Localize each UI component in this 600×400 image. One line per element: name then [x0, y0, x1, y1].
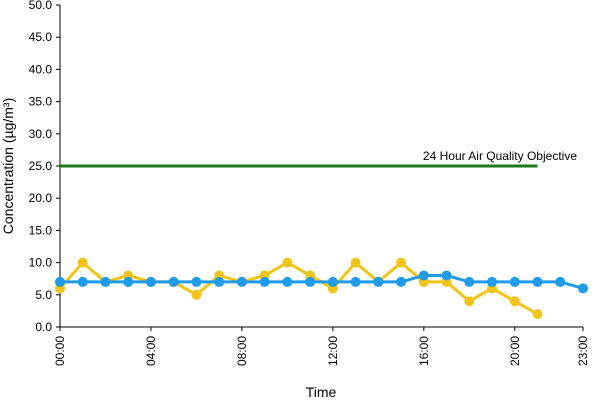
data-point: [55, 276, 65, 287]
y-tick-label: 0.0: [35, 320, 52, 334]
data-point: [145, 276, 156, 287]
data-point: [509, 296, 520, 307]
data-point: [123, 276, 134, 287]
series-group: [55, 257, 588, 320]
data-point: [555, 276, 566, 287]
data-point: [396, 276, 407, 287]
y-tick-label: 40.0: [29, 62, 53, 76]
data-point: [259, 276, 270, 287]
x-axis-title: Time: [306, 384, 337, 400]
data-point: [282, 276, 293, 287]
objective-label: 24 Hour Air Quality Objective: [423, 149, 577, 163]
x-tick-label: 08:00: [235, 336, 249, 366]
x-tick-label: 16:00: [417, 336, 431, 366]
data-point: [350, 257, 361, 268]
data-point: [441, 270, 452, 281]
y-tick-label: 15.0: [29, 223, 53, 237]
y-tick-label: 45.0: [29, 30, 53, 44]
data-point: [236, 276, 247, 287]
data-point: [191, 289, 202, 300]
y-axis-ticks: 0.0 5.0 10.0 15.0 20.0 25.0 30.0 35.0 40.0 45.0 50…: [29, 0, 60, 334]
x-tick-label: 04:00: [144, 336, 158, 366]
data-point: [191, 276, 202, 287]
y-tick-label: 35.0: [29, 95, 53, 109]
data-point: [532, 276, 543, 287]
data-point: [327, 276, 338, 287]
x-tick-label: 12:00: [326, 336, 340, 366]
objective-line-group: 24 Hour Air Quality Objective: [60, 149, 577, 168]
data-point: [77, 276, 88, 287]
x-tick-label: 00:00: [53, 336, 67, 366]
data-point: [282, 257, 293, 268]
data-point: [168, 276, 179, 287]
data-point: [373, 276, 384, 287]
data-point: [509, 276, 520, 287]
data-point: [418, 270, 429, 281]
y-tick-label: 30.0: [29, 127, 53, 141]
y-tick-label: 5.0: [35, 288, 52, 302]
data-point: [578, 283, 588, 294]
data-point: [396, 257, 407, 268]
data-point: [464, 296, 475, 307]
data-point: [305, 276, 316, 287]
series-1: [55, 257, 543, 320]
data-point: [350, 276, 361, 287]
x-tick-label: 23:00: [576, 336, 590, 366]
x-tick-label: 20:00: [508, 336, 522, 366]
data-point: [214, 276, 225, 287]
y-tick-label: 25.0: [29, 159, 53, 173]
y-tick-label: 20.0: [29, 191, 53, 205]
data-point: [464, 276, 475, 287]
series-line: [58, 261, 539, 316]
data-point: [100, 276, 111, 287]
data-point: [77, 257, 88, 268]
y-tick-label: 10.0: [29, 256, 53, 270]
data-point: [487, 276, 498, 287]
y-axis-title: Concentration (µg/m³): [0, 98, 16, 234]
data-point: [532, 309, 543, 320]
y-tick-label: 50.0: [29, 0, 53, 12]
x-axis-ticks: 00:00 04:00 08:00 12:00 16:00 20:00 23:00: [53, 327, 590, 366]
series-2: [55, 270, 588, 294]
